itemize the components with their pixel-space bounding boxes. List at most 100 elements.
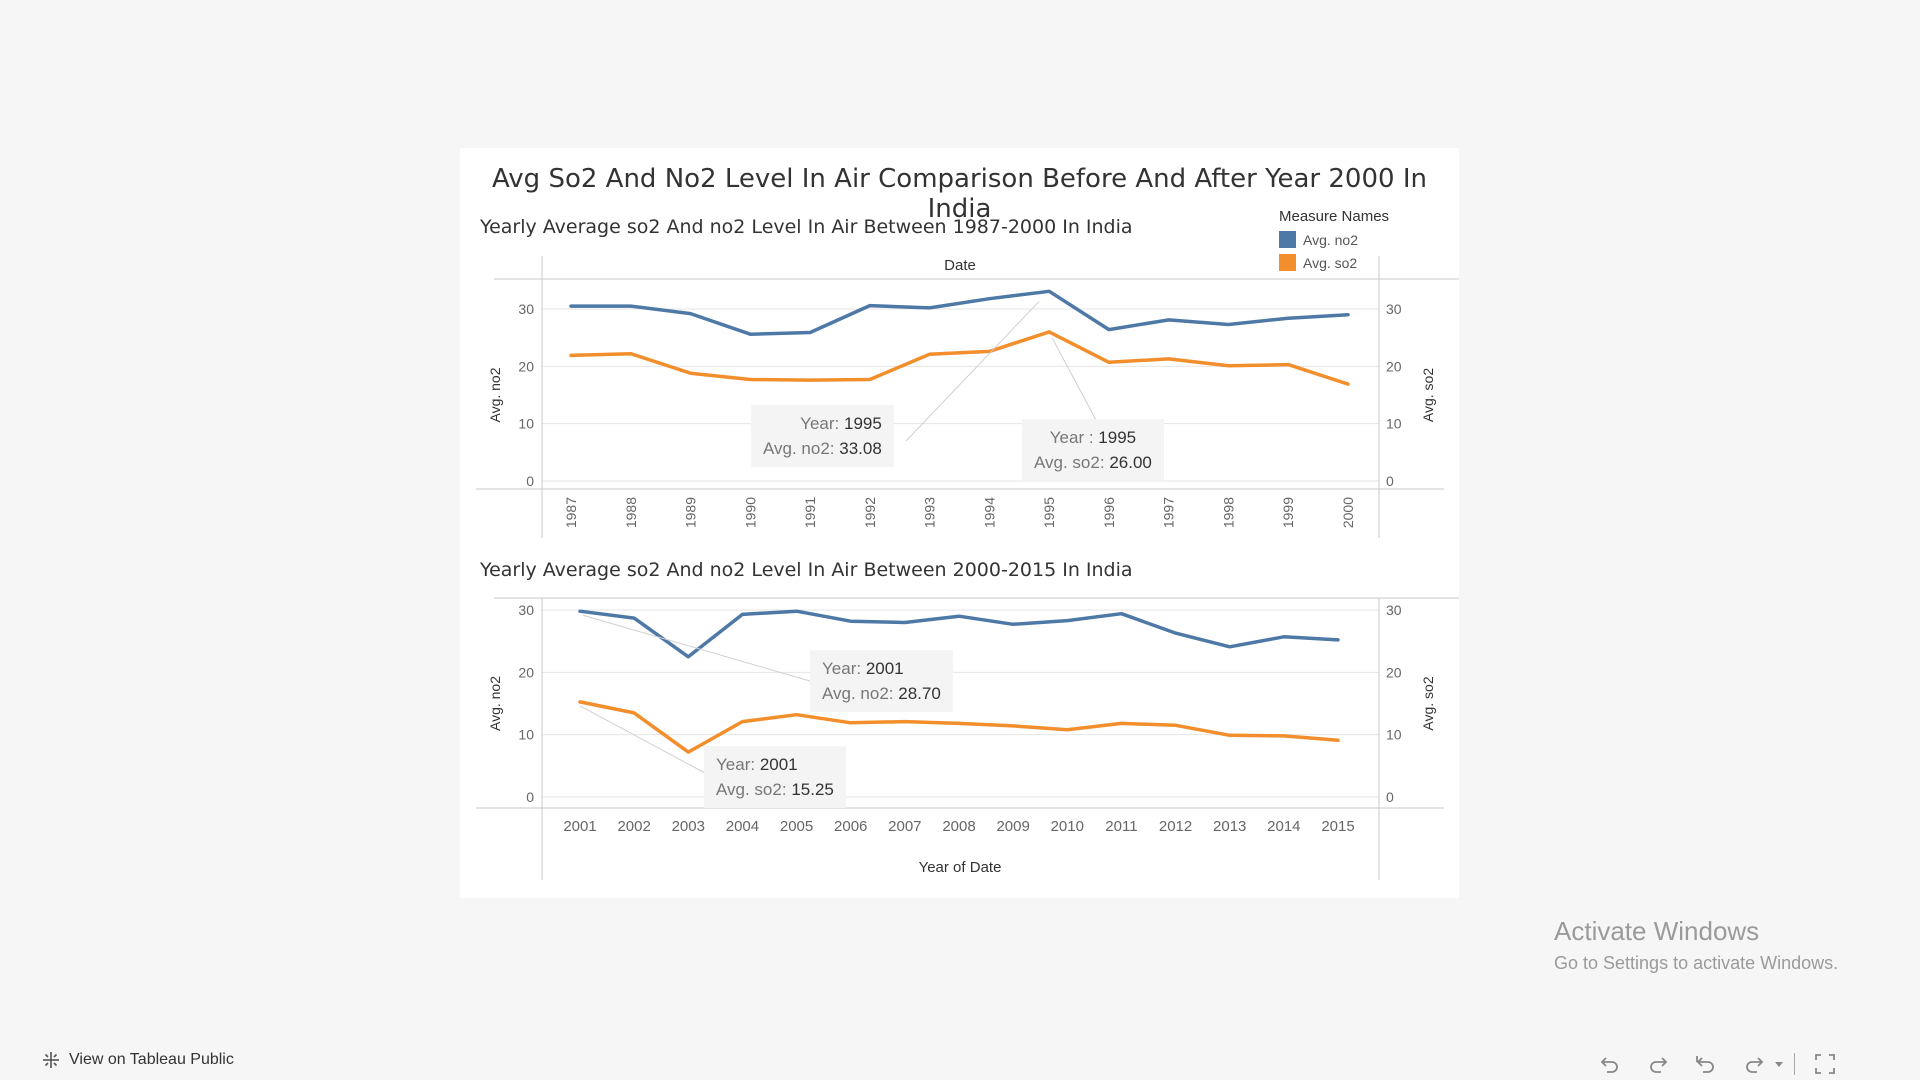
watermark-subtitle: Go to Settings to activate Windows. xyxy=(1554,953,1839,973)
tooltip-so2-1995: Year : 1995 Avg. so2: 26.00 xyxy=(1022,419,1164,481)
x-tick-label: 2015 xyxy=(1321,818,1354,835)
y-tick-left: 0 xyxy=(526,789,534,805)
view-on-tableau-public-link[interactable]: View on Tableau Public xyxy=(42,1051,234,1069)
refresh-icon[interactable] xyxy=(1740,1050,1768,1078)
fullscreen-icon[interactable] xyxy=(1811,1050,1839,1078)
x-tick-label: 2008 xyxy=(942,818,975,835)
tooltip-year-label: Year: xyxy=(716,755,756,774)
tooltip-leader-no2 xyxy=(582,614,811,682)
y-tick-right: 30 xyxy=(1386,602,1402,618)
legend: Measure Names Avg. no2 Avg. so2 xyxy=(1279,208,1389,277)
watermark-title: Activate Windows xyxy=(1554,916,1760,946)
y-tick-right: 0 xyxy=(1386,473,1394,489)
x-tick-label: 2005 xyxy=(780,818,813,835)
x-tick-label: 2014 xyxy=(1267,818,1300,835)
tooltip-year-value: 1995 xyxy=(843,414,882,433)
x-tick-label: 1998 xyxy=(1220,497,1236,528)
x-axis-label: Year of Date xyxy=(919,859,1002,876)
x-tick-label: 1994 xyxy=(981,497,997,528)
dashboard-title: Avg So2 And No2 Level In Air Comparison … xyxy=(492,164,1427,224)
x-tick-label: 2001 xyxy=(563,818,596,835)
x-tick-label: 1987 xyxy=(563,497,579,528)
legend-swatch-so2 xyxy=(1279,254,1296,271)
y-axis-label-left: Avg. no2 xyxy=(487,676,503,731)
y-tick-right: 20 xyxy=(1386,358,1402,374)
y-tick-right: 10 xyxy=(1386,727,1402,743)
x-tick-label: 1997 xyxy=(1161,497,1177,528)
series-line-no2 xyxy=(569,289,1350,336)
tableau-logo-icon xyxy=(43,1052,59,1068)
y-axis-label-right: Avg. so2 xyxy=(1420,368,1436,422)
dashboard: Avg So2 And No2 Level In Air Comparison … xyxy=(460,148,1459,898)
tooltip-measure-label: Avg. no2: xyxy=(763,439,835,458)
legend-title: Measure Names xyxy=(1279,208,1390,225)
x-tick-label: 2012 xyxy=(1159,818,1192,835)
x-tick-label: 2004 xyxy=(726,818,759,835)
tooltip-no2-1995: Year: 1995 Avg. no2: 33.08 xyxy=(751,405,894,467)
series-line-so2 xyxy=(578,700,1340,754)
x-tick-label: 2010 xyxy=(1051,818,1084,835)
x-tick-label: 1993 xyxy=(922,497,938,528)
series-line-no2 xyxy=(578,609,1340,659)
redo-icon[interactable] xyxy=(1644,1050,1672,1078)
tooltip-measure-value: 15.25 xyxy=(791,780,834,799)
undo-icon[interactable] xyxy=(1596,1050,1624,1078)
tooltip-measure-label: Avg. so2: xyxy=(1034,453,1105,472)
x-tick-label: 2009 xyxy=(996,818,1029,835)
x-tick-label: 1999 xyxy=(1280,497,1296,528)
x-tick-label: 2003 xyxy=(672,818,705,835)
revert-icon[interactable] xyxy=(1692,1050,1720,1078)
tooltip-leader-so2 xyxy=(1051,337,1097,421)
y-tick-left: 20 xyxy=(518,664,534,680)
series-line-so2 xyxy=(569,330,1350,386)
charts-canvas[interactable]: Date 0 0 10 10 20 20 30 30 Avg. no2 Avg. so2 1987 19… xyxy=(460,148,1459,898)
y-tick-left: 20 xyxy=(518,358,534,374)
tooltip-so2-2001: Year: 2001 Avg. so2: 15.25 xyxy=(704,746,846,808)
y-axis-label-left: Avg. no2 xyxy=(487,367,503,422)
y-tick-left: 30 xyxy=(518,602,534,618)
x-tick-label: 2002 xyxy=(617,818,650,835)
legend-item-so2[interactable]: Avg. so2 xyxy=(1279,254,1389,271)
x-tick-label: 1995 xyxy=(1041,497,1057,528)
tooltip-measure-value: 28.70 xyxy=(898,684,941,703)
tooltip-year-value: 2001 xyxy=(759,755,798,774)
x-tick-label: 1989 xyxy=(683,497,699,528)
x-tick-label: 1996 xyxy=(1101,497,1117,528)
y-tick-right: 10 xyxy=(1386,416,1402,432)
legend-swatch-no2 xyxy=(1279,231,1296,248)
tooltip-year-label: Year: xyxy=(822,659,862,678)
y-tick-left: 10 xyxy=(518,727,534,743)
column-header-date: Date xyxy=(944,257,976,274)
y-axis-label-right: Avg. so2 xyxy=(1420,676,1436,730)
tooltip-year-value: 1995 xyxy=(1098,428,1137,447)
y-tick-right: 0 xyxy=(1386,789,1394,805)
activate-windows-watermark: Activate Windows Go to Settings to activ… xyxy=(1554,916,1838,974)
toolbar-divider xyxy=(1794,1053,1795,1075)
y-tick-right: 20 xyxy=(1386,664,1402,680)
x-tick-label: 1992 xyxy=(862,497,878,528)
y-tick-left: 10 xyxy=(518,416,534,432)
legend-item-no2[interactable]: Avg. no2 xyxy=(1279,231,1389,248)
chart-1-title: Yearly Average so2 And no2 Level In Air … xyxy=(480,216,1133,238)
x-tick-label: 2013 xyxy=(1213,818,1246,835)
y-tick-right: 30 xyxy=(1386,301,1402,317)
tooltip-leader-so2 xyxy=(579,705,706,774)
x-tick-label: 1991 xyxy=(802,497,818,528)
dropdown-icon[interactable] xyxy=(1772,1050,1786,1078)
y-tick-left: 0 xyxy=(526,473,534,489)
x-tick-label: 1990 xyxy=(742,497,758,528)
chart-2-title: Yearly Average so2 And no2 Level In Air … xyxy=(480,559,1133,581)
tooltip-year-label: Year: xyxy=(800,414,840,433)
tooltip-measure-value: 26.00 xyxy=(1109,453,1152,472)
tooltip-measure-value: 33.08 xyxy=(839,439,882,458)
x-tick-label: 1988 xyxy=(623,497,639,528)
tooltip-measure-label: Avg. no2: xyxy=(822,684,894,703)
legend-label-so2: Avg. so2 xyxy=(1303,254,1358,271)
x-tick-label: 2011 xyxy=(1105,818,1137,835)
y-tick-left: 30 xyxy=(518,301,534,317)
tooltip-measure-label: Avg. so2: xyxy=(716,780,787,799)
tooltip-year-label: Year : xyxy=(1049,428,1094,447)
tooltip-leader-no2 xyxy=(905,300,1040,442)
footer-link-label: View on Tableau Public xyxy=(69,1051,234,1068)
tooltip-no2-2001: Year: 2001 Avg. no2: 28.70 xyxy=(810,650,953,712)
